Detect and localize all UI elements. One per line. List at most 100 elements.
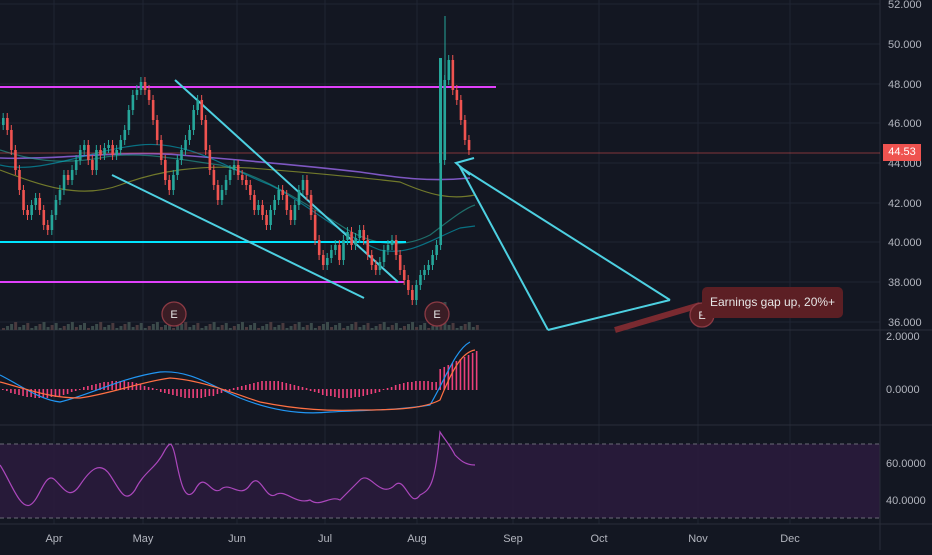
volume-bar: [18, 327, 22, 330]
candle-body: [143, 82, 147, 90]
price-tick: 48.000: [888, 79, 922, 91]
volume-bar: [236, 324, 240, 330]
volume-bar: [99, 322, 103, 330]
volume-bar: [2, 328, 5, 330]
volume-bar: [115, 328, 119, 330]
volume-bar: [281, 323, 285, 330]
earnings-marker-may[interactable]: E: [161, 301, 187, 327]
rsi-line: [0, 430, 476, 506]
volume-bar: [78, 325, 82, 330]
macd-hist-bar: [386, 388, 389, 390]
volume-bar: [50, 325, 54, 330]
macd-hist-bar: [330, 389, 332, 396]
macd-hist-bar: [119, 381, 122, 390]
volume-bar: [180, 324, 184, 330]
candle-body: [447, 60, 451, 80]
volume-bar: [326, 322, 329, 330]
trendline-upper[interactable]: [174, 79, 399, 283]
macd-hist-bar: [257, 382, 259, 390]
volume-bar: [66, 324, 70, 330]
volume-bar: [22, 325, 26, 330]
candle-body: [309, 195, 313, 215]
macd-hist-bar: [439, 369, 441, 390]
volume-bar: [273, 327, 277, 330]
candle-body: [10, 130, 13, 150]
candle-body: [293, 205, 297, 220]
volume-bar: [155, 322, 159, 330]
candle-body: [245, 180, 248, 185]
macd-axis[interactable]: 2.0000 0.0000: [886, 331, 920, 396]
time-axis[interactable]: Apr May Jun Jul Aug Sep Oct Nov Dec: [45, 533, 800, 545]
macd-hist-bar: [475, 351, 478, 390]
macd-hist-bar: [265, 381, 267, 390]
candle-body: [236, 165, 240, 175]
macd-hist-bar: [115, 381, 117, 390]
macd-hist-bar: [123, 381, 126, 390]
macd-hist-bar: [66, 389, 69, 394]
candle-body: [54, 200, 58, 215]
volume-bar: [200, 328, 204, 330]
macd-hist-bar: [317, 389, 320, 393]
macd-hist-bar: [38, 389, 41, 398]
macd-hist-bar: [467, 355, 470, 390]
candle-body: [95, 150, 98, 170]
candle-body: [313, 215, 317, 240]
volume-bar: [224, 323, 228, 330]
candle-body: [26, 210, 29, 215]
candle-body: [253, 195, 256, 210]
candle-body: [172, 175, 175, 190]
macd-hist-bar: [111, 381, 113, 390]
earnings-marker-label: E: [433, 309, 440, 321]
earnings-annotation-callout[interactable]: Earnings gap up, 20%+: [702, 287, 843, 318]
macd-hist-bar: [14, 389, 16, 394]
earnings-marker-aug[interactable]: E: [424, 301, 450, 327]
macd-hist-bar: [151, 388, 154, 390]
candle-body: [277, 190, 280, 200]
arrow-head-icon: [453, 157, 475, 176]
candle-body: [38, 198, 42, 210]
volume-bar: [10, 324, 14, 330]
candle-body: [127, 110, 131, 130]
candle-body: [50, 215, 54, 230]
volume-bar: [62, 326, 66, 330]
volume-bar: [95, 324, 99, 330]
candle-body: [2, 118, 5, 125]
volume-bar: [249, 325, 253, 330]
macd-hist-bar: [463, 357, 466, 390]
candle-body: [74, 160, 78, 170]
candle-body: [200, 100, 204, 120]
volume-bar: [164, 325, 167, 330]
price-axis[interactable]: 52.000 50.000 48.000 46.000 44.000 42.00…: [888, 0, 922, 329]
macd-hist-bar: [139, 384, 142, 390]
volume-bar: [358, 327, 362, 330]
candle-body: [305, 180, 309, 195]
macd-hist-bar: [370, 389, 373, 394]
macd-hist-bar: [70, 389, 73, 392]
trendline-lower[interactable]: [111, 174, 365, 299]
volume-bar: [135, 325, 139, 330]
macd-hist-bar: [135, 383, 138, 390]
volume-bar: [83, 323, 86, 330]
candle-body: [281, 190, 285, 195]
candle-body: [91, 160, 94, 170]
volume-bar: [103, 327, 107, 330]
volume-bar: [427, 328, 431, 330]
candle-body: [390, 240, 394, 245]
candle-body: [415, 285, 418, 300]
volume-bar: [394, 323, 398, 330]
volume-bar: [123, 324, 127, 330]
rsi-axis[interactable]: 60.0000 40.0000: [886, 458, 926, 507]
date-tick: May: [133, 533, 154, 545]
volume-bar: [220, 325, 224, 330]
volume-bar: [350, 324, 354, 330]
price-tick: 46.000: [888, 118, 922, 130]
candle-body: [398, 255, 402, 270]
macd-hist-bar: [415, 381, 417, 390]
candle-body: [350, 232, 353, 245]
volume-bar: [261, 326, 265, 330]
macd-hist-bar: [208, 389, 211, 396]
arrow-callout-line[interactable]: [457, 164, 671, 331]
macd-hist-bar: [172, 389, 174, 395]
